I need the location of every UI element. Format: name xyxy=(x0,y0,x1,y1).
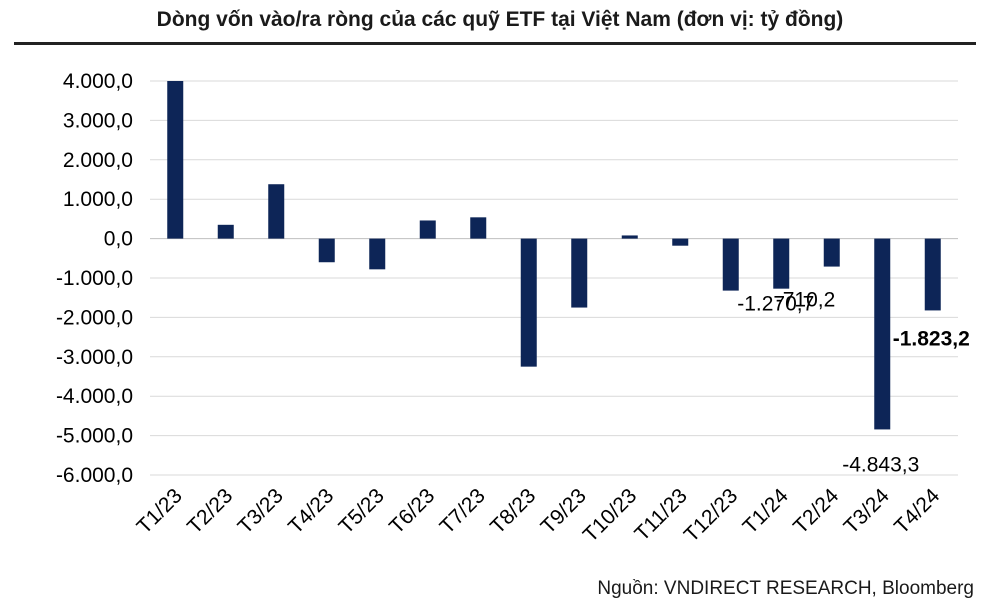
x-tick-label: T1/23 xyxy=(133,484,187,538)
bar xyxy=(924,238,941,311)
bar xyxy=(167,81,184,239)
x-tick-label: T4/24 xyxy=(890,484,944,538)
bar xyxy=(268,184,285,239)
x-tick-label: T2/23 xyxy=(183,484,237,538)
x-axis-labels: T1/23T2/23T3/23T4/23T5/23T6/23T7/23T8/23… xyxy=(133,484,945,547)
y-tick-label: -6.000,0 xyxy=(56,464,133,487)
y-tick-label: -3.000,0 xyxy=(56,346,133,369)
data-label: -1.270,7 xyxy=(737,293,814,316)
gridlines xyxy=(150,80,958,476)
title-underline xyxy=(14,42,976,45)
data-label: -1.823,2 xyxy=(893,327,970,350)
x-tick-label: T8/23 xyxy=(486,484,540,538)
y-tick-label: 3.000,0 xyxy=(63,109,133,132)
y-tick-label: -5.000,0 xyxy=(56,425,133,448)
x-tick-label: T3/24 xyxy=(840,484,894,538)
bar xyxy=(672,238,689,246)
bar xyxy=(470,217,487,239)
x-tick-label: T4/23 xyxy=(284,484,338,538)
x-tick-label: T6/23 xyxy=(385,484,439,538)
y-tick-label: -4.000,0 xyxy=(56,385,133,408)
y-tick-label: 1.000,0 xyxy=(63,188,133,211)
x-tick-label: T2/24 xyxy=(789,484,843,538)
data-labels: -1.270,7-710,2 -4.843,3 -1.823,2 xyxy=(737,289,970,477)
bar xyxy=(318,238,335,263)
bars xyxy=(167,81,941,430)
bar xyxy=(369,238,386,270)
x-tick-label: T12/23 xyxy=(680,484,743,547)
data-label: -4.843,3 xyxy=(842,453,919,476)
bar xyxy=(520,238,537,367)
bar xyxy=(823,238,840,267)
x-tick-label: T11/23 xyxy=(630,484,691,545)
bar xyxy=(621,235,638,239)
chart-title: Dòng vốn vào/ra ròng của các quỹ ETF tại… xyxy=(156,8,844,31)
y-tick-label: -1.000,0 xyxy=(56,267,133,290)
y-axis-labels: 4.000,0 3.000,0 2.000,0 1.000,0 0,0 -1.000,0 -… xyxy=(56,70,133,487)
data-label: -710,2 xyxy=(776,289,836,312)
bar xyxy=(419,220,436,239)
x-tick-label: T5/23 xyxy=(335,484,389,538)
bar xyxy=(773,238,790,289)
bar xyxy=(874,238,891,430)
x-tick-label: T10/23 xyxy=(579,484,642,547)
source-note: Nguồn: VNDIRECT RESEARCH, Bloomberg xyxy=(597,578,974,599)
x-tick-label: T1/24 xyxy=(739,484,793,538)
y-tick-label: 2.000,0 xyxy=(63,149,133,172)
x-tick-label: T7/23 xyxy=(436,484,490,538)
bar xyxy=(722,238,739,291)
x-tick-label: T3/23 xyxy=(234,484,288,538)
bar xyxy=(217,224,234,239)
y-tick-label: 0,0 xyxy=(104,228,133,251)
y-tick-label: 4.000,0 xyxy=(63,70,133,93)
bar xyxy=(571,238,588,308)
y-tick-label: -2.000,0 xyxy=(56,306,133,329)
